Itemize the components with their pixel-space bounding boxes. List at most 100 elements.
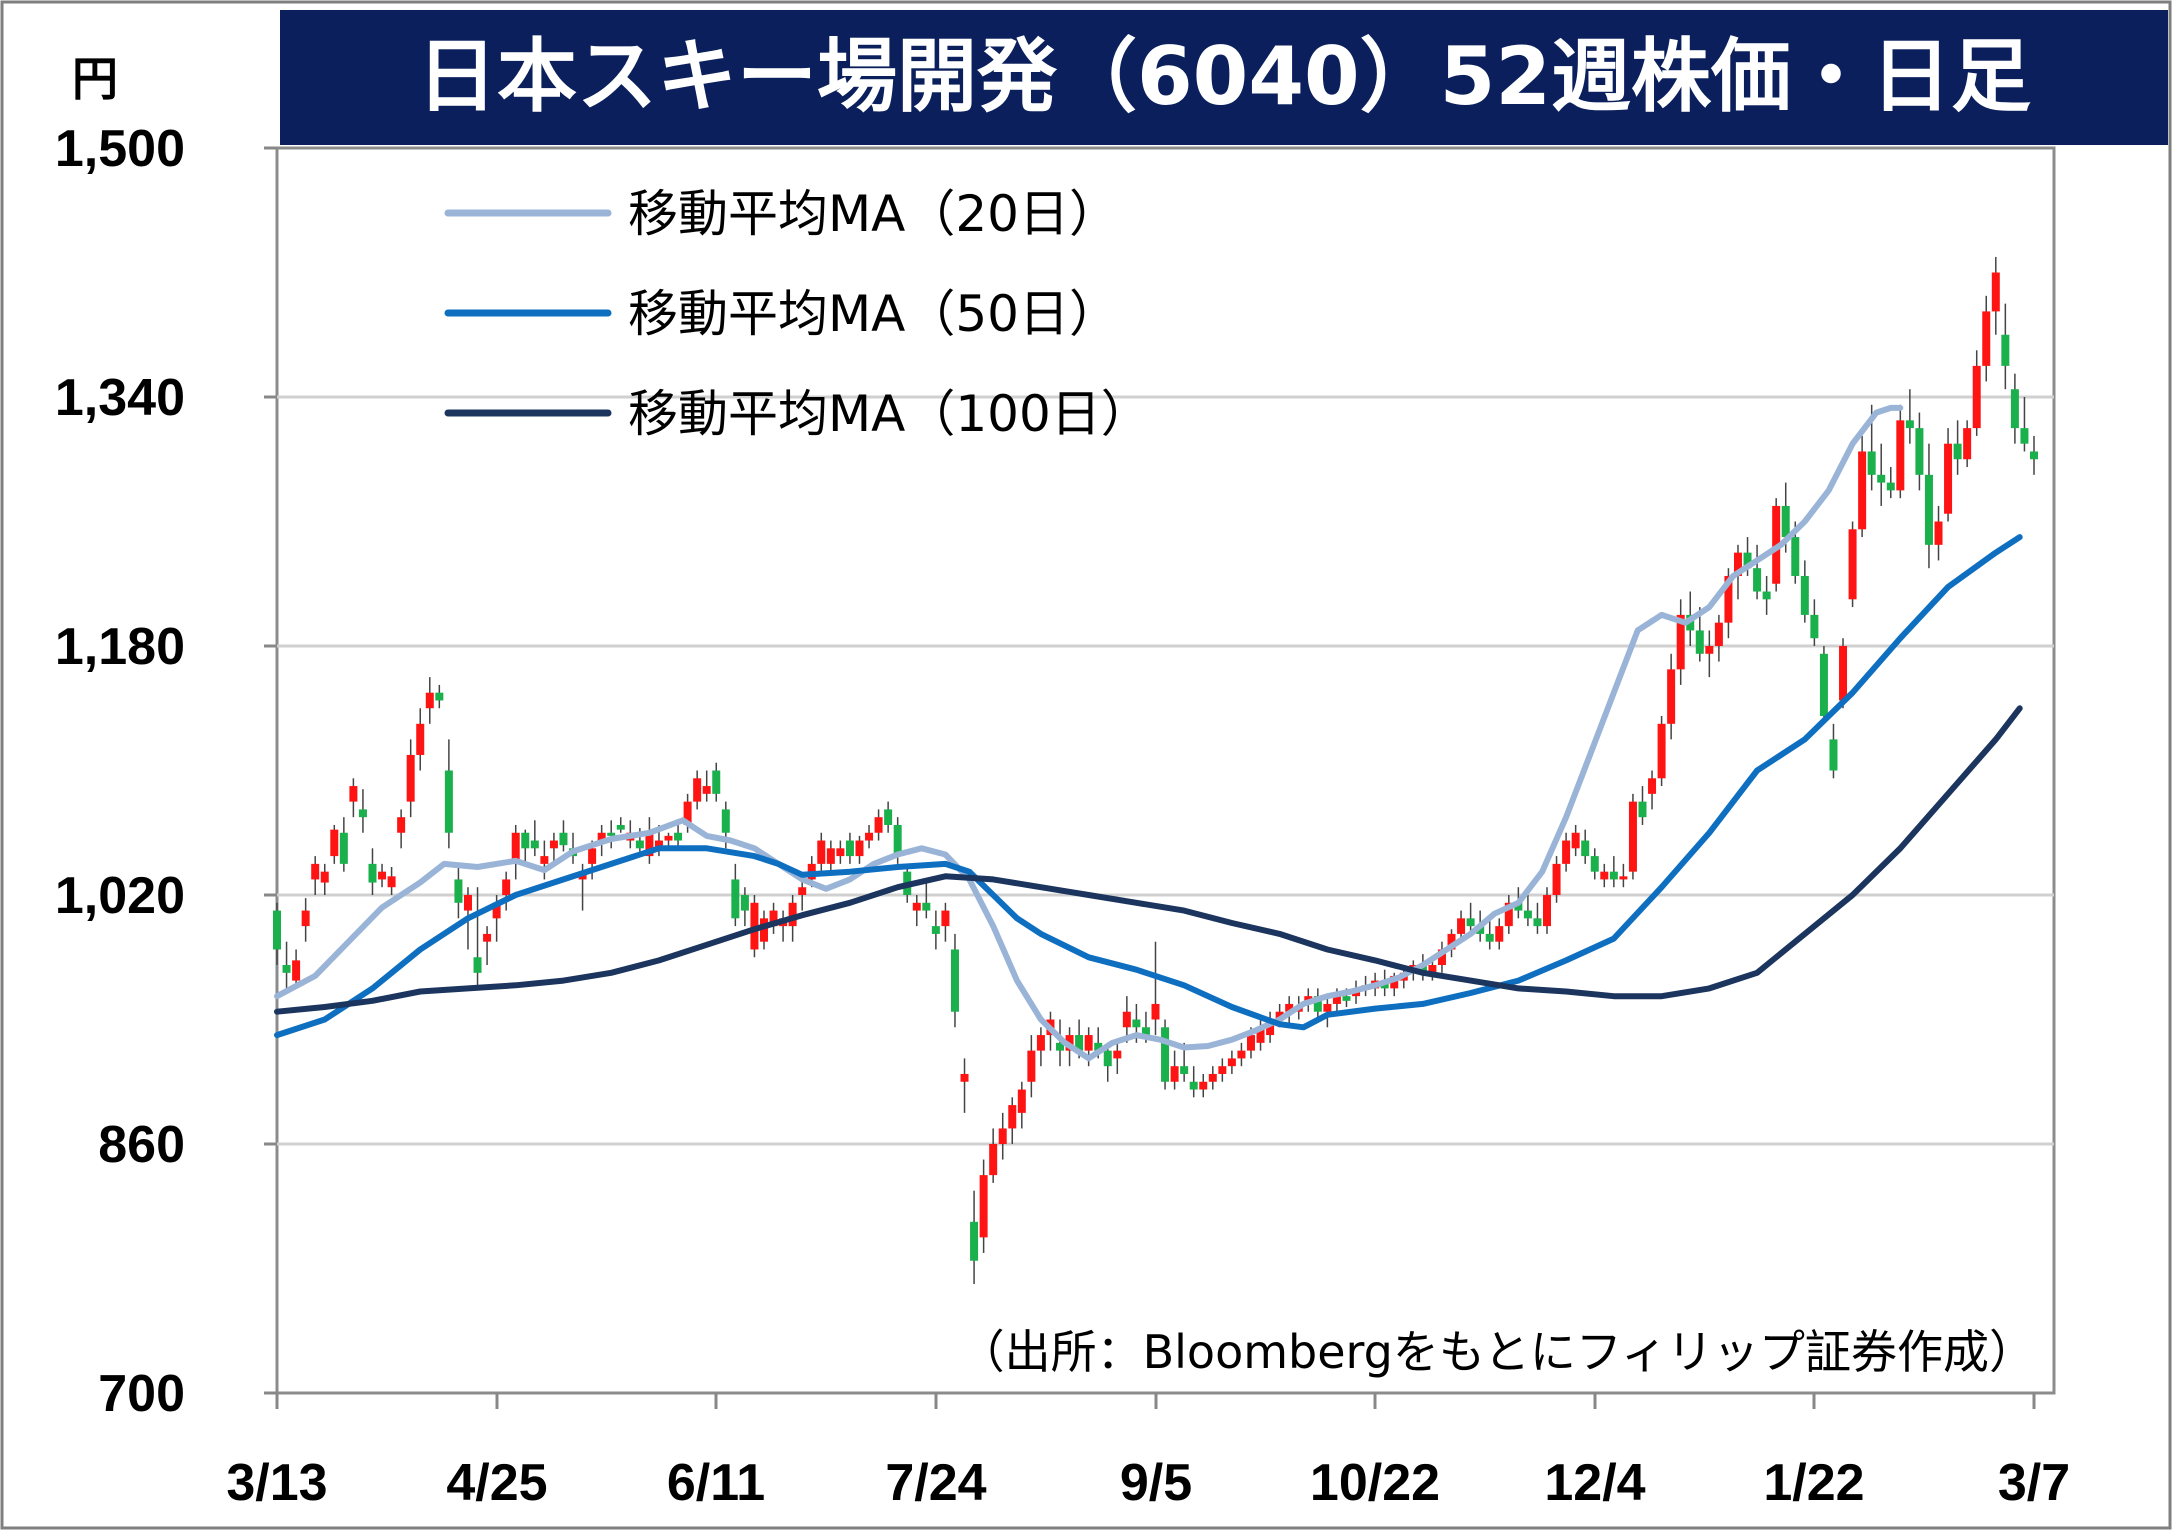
candle-down xyxy=(1533,918,1542,927)
candle-up xyxy=(1714,622,1723,646)
candle-up xyxy=(874,817,883,833)
candle-up xyxy=(693,778,702,802)
candle-up xyxy=(1848,529,1857,600)
candle-down xyxy=(1829,739,1838,771)
candle-down xyxy=(1476,926,1485,934)
candle-down xyxy=(559,832,568,846)
candle-up xyxy=(1944,443,1953,514)
candle-up xyxy=(1562,840,1571,864)
candle-down xyxy=(1905,420,1914,429)
candle-up xyxy=(1218,1066,1227,1074)
x-tick-label: 12/4 xyxy=(1544,1454,1645,1512)
candle-up xyxy=(1733,552,1742,576)
tick-labels: 1,500 1,340 1,180 1,020 860 700 3/13 4/25 6/11 7/… xyxy=(55,120,2070,1512)
candle-up xyxy=(1256,1027,1265,1043)
candle-up xyxy=(1600,871,1609,880)
x-tick-label: 1/22 xyxy=(1763,1454,1864,1512)
candle-up xyxy=(1972,365,1981,429)
candle-down xyxy=(273,910,281,950)
candle-up xyxy=(1199,1081,1208,1090)
y-tick-label: 1,340 xyxy=(55,369,185,427)
x-tick-label: 4/25 xyxy=(446,1454,547,1512)
candle-down xyxy=(473,957,482,973)
candle-down xyxy=(1094,1042,1103,1051)
candle-down xyxy=(884,809,893,825)
candle-up xyxy=(1246,1035,1255,1051)
candle-up xyxy=(960,1073,969,1082)
candle-up xyxy=(1896,420,1905,491)
candle-up xyxy=(511,832,520,864)
candle-down xyxy=(1103,1050,1112,1067)
candle-up xyxy=(769,910,778,927)
candle-up xyxy=(1839,646,1848,701)
candle-down xyxy=(1819,653,1828,717)
candle-up xyxy=(1657,723,1666,779)
candle-down xyxy=(1485,933,1494,942)
candle-up xyxy=(540,856,549,864)
series-line-ma100 xyxy=(274,705,2023,1015)
candle-up xyxy=(1113,1050,1122,1059)
candle-up xyxy=(1323,1003,1332,1012)
candle-up xyxy=(998,1128,1007,1144)
candle-down xyxy=(1743,552,1752,569)
x-tick-label: 10/22 xyxy=(1310,1454,1440,1512)
candle-up xyxy=(330,829,339,857)
y-tick-label: 1,180 xyxy=(55,618,185,676)
candle-up xyxy=(941,910,950,927)
candle-down xyxy=(674,832,683,841)
candle-up xyxy=(1571,832,1580,849)
legend-label-ma20: 移動平均MA（20日） xyxy=(628,185,1119,243)
x-tick-label: 7/24 xyxy=(885,1454,986,1512)
series-line-ma20 xyxy=(274,404,1904,1062)
candle-down xyxy=(721,809,730,833)
candle-up xyxy=(397,817,406,833)
candle-up xyxy=(1170,1066,1179,1082)
x-tick-label: 3/7 xyxy=(1998,1454,2070,1512)
x-tick-label: 9/5 xyxy=(1120,1454,1192,1512)
candle-up xyxy=(1457,918,1466,934)
candle-up xyxy=(1628,801,1637,872)
candle-up xyxy=(1447,933,1456,950)
candle-down xyxy=(2030,451,2038,460)
grid-lines xyxy=(264,146,2054,1409)
candle-up xyxy=(387,876,396,888)
candle-down xyxy=(1075,1035,1084,1051)
candle-up xyxy=(702,786,711,794)
candle-up xyxy=(292,960,301,981)
candle-up xyxy=(865,832,874,841)
candle-down xyxy=(1141,1027,1150,1036)
candle-down xyxy=(2010,389,2019,429)
candle-down xyxy=(2020,428,2029,444)
candle-up xyxy=(378,871,387,880)
candle-up xyxy=(1543,895,1552,927)
candle-down xyxy=(893,824,902,857)
candle-up xyxy=(492,902,501,919)
candle-down xyxy=(950,949,959,1012)
candle-up xyxy=(349,786,358,802)
candle-up xyxy=(1676,614,1685,670)
candle-up xyxy=(320,871,329,883)
candle-up xyxy=(817,840,826,864)
candle-down xyxy=(454,879,463,903)
candle-up xyxy=(989,1144,998,1176)
candle-down xyxy=(435,692,444,701)
candle-down xyxy=(1886,482,1895,491)
candle-up xyxy=(1667,669,1676,724)
candle-down xyxy=(1924,474,1933,545)
candle-up xyxy=(1552,863,1561,895)
candle-up xyxy=(1437,949,1446,966)
candle-up xyxy=(301,910,310,927)
candle-down xyxy=(530,840,539,849)
candle-up xyxy=(416,723,425,755)
candle-up xyxy=(311,863,320,880)
legend-label-ma50: 移動平均MA（50日） xyxy=(628,285,1119,343)
candle-up xyxy=(1008,1105,1017,1129)
candle-down xyxy=(1953,443,1962,460)
candle-down xyxy=(1180,1066,1189,1074)
candle-up xyxy=(798,887,807,895)
candle-down xyxy=(521,832,530,849)
candle-up xyxy=(1963,428,1972,460)
candle-down xyxy=(1418,965,1427,973)
